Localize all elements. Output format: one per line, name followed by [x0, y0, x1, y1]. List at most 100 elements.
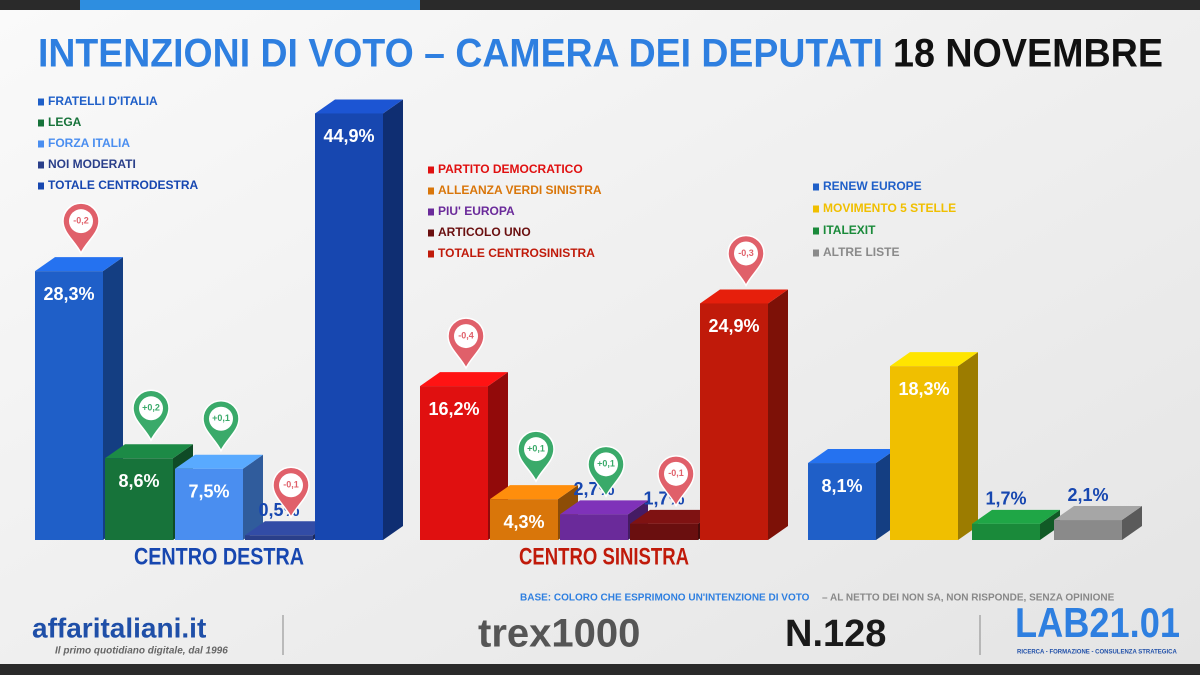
change-pin-inner — [594, 452, 618, 477]
bar-side — [958, 352, 978, 540]
change-label: +0,1 — [212, 413, 230, 423]
legend-swatch — [428, 166, 434, 174]
value-label: 16,2% — [428, 399, 479, 419]
legend-label: PIU' EUROPA — [438, 204, 515, 218]
change-label: -0,3 — [738, 248, 754, 258]
change-label: +0,1 — [597, 459, 615, 469]
bar — [808, 463, 876, 540]
bar — [245, 535, 313, 540]
chart-title: INTENZIONI DI VOTO – CAMERA DEI DEPUTATI — [38, 32, 883, 76]
bar-top — [972, 509, 1060, 524]
bar-side — [1040, 509, 1060, 540]
change-label: -0,2 — [73, 216, 89, 226]
legend-swatch — [428, 208, 434, 216]
legend-swatch — [38, 98, 44, 106]
legend-swatch — [38, 140, 44, 148]
bar — [630, 523, 698, 540]
bar-top — [315, 99, 403, 114]
bar-top — [1054, 506, 1142, 521]
legend-swatch — [813, 205, 819, 213]
change-label: -0,4 — [458, 330, 474, 340]
base-note: BASE: COLORO CHE ESPRIMONO UN'INTENZIONE… — [520, 593, 810, 604]
group-label: CENTRO DESTRA — [134, 543, 304, 570]
bar-side — [383, 99, 403, 540]
value-label: 2,1% — [1067, 485, 1108, 505]
value-label: 8,1% — [821, 476, 862, 496]
legend-label: FORZA ITALIA — [48, 136, 130, 150]
bar-side — [1122, 506, 1142, 540]
change-label: -0,1 — [283, 480, 299, 490]
change-pin-inner — [524, 437, 548, 462]
bar — [890, 366, 958, 540]
bar-top — [175, 454, 263, 469]
legend-swatch — [428, 187, 434, 195]
legend-swatch — [813, 227, 819, 235]
bar-top — [35, 257, 123, 272]
bar-top — [560, 500, 648, 515]
legend-label: ITALEXIT — [823, 223, 876, 237]
change-label: -0,1 — [668, 468, 684, 478]
legend-swatch — [813, 249, 819, 257]
issue-number: N.128 — [785, 613, 886, 655]
legend-label: LEGA — [48, 115, 82, 129]
value-label: 28,3% — [43, 284, 94, 304]
value-label: 7,5% — [188, 482, 229, 502]
bar-top — [105, 444, 193, 459]
legend-label: MOVIMENTO 5 STELLE — [823, 201, 956, 215]
legend-label: ALLEANZA VERDI SINISTRA — [438, 183, 602, 197]
bar — [972, 523, 1040, 540]
lab-tagline: RICERCA - FORMAZIONE - CONSULENZA STRATE… — [1017, 650, 1177, 656]
bar-top — [630, 509, 718, 524]
bar — [700, 303, 768, 540]
lab-logo: LAB21.01 — [1015, 599, 1180, 646]
legend-label: PARTITO DEMOCRATICO — [438, 162, 583, 176]
bar — [35, 271, 103, 540]
top-accent — [80, 0, 420, 10]
bar — [315, 113, 383, 540]
value-label: 8,6% — [118, 471, 159, 491]
legend-swatch — [428, 250, 434, 258]
bar — [1054, 520, 1122, 540]
change-pin-inner — [454, 324, 478, 349]
bar-top — [808, 449, 896, 464]
legend-label: FRATELLI D'ITALIA — [48, 94, 158, 108]
change-pin-inner — [734, 241, 758, 266]
change-label: +0,1 — [527, 444, 545, 454]
legend-label: RENEW EUROPE — [823, 179, 922, 193]
legend-label: NOI MODERATI — [48, 157, 136, 171]
change-label: +0,2 — [142, 403, 160, 413]
bar — [175, 468, 243, 540]
bar — [420, 386, 488, 540]
legend-swatch — [38, 161, 44, 169]
group-label: CENTRO SINISTRA — [519, 543, 689, 570]
change-pin-inner — [69, 209, 93, 234]
bar — [560, 514, 628, 540]
change-pin-inner — [139, 396, 163, 421]
bar-top — [420, 372, 508, 387]
legend-label: ARTICOLO UNO — [438, 225, 531, 239]
legend-label: ALTRE LISTE — [823, 245, 899, 259]
value-label: 4,3% — [503, 512, 544, 532]
bar-top — [700, 289, 788, 304]
bar — [105, 458, 173, 540]
change-pin-inner — [209, 406, 233, 431]
legend-swatch — [38, 182, 44, 190]
bar-top — [245, 521, 333, 536]
legend-swatch — [38, 119, 44, 127]
bar-side — [243, 454, 263, 540]
bar-top — [890, 352, 978, 367]
brand-tagline: Il primo quotidiano digitale, dal 1996 — [55, 646, 228, 657]
value-label: 24,9% — [708, 316, 759, 336]
top-strip — [0, 0, 1200, 10]
chart-subtitle: 18 NOVEMBRE — [893, 32, 1163, 76]
bar-side — [768, 289, 788, 540]
legend-swatch — [813, 183, 819, 191]
value-label: 18,3% — [898, 379, 949, 399]
bottom-strip — [0, 664, 1200, 675]
value-label: 1,7% — [985, 489, 1026, 509]
bar-top — [490, 485, 578, 500]
legend-label: TOTALE CENTROSINISTRA — [438, 246, 595, 260]
base-note-detail: – AL NETTO DEI NON SA, NON RISPONDE, SEN… — [822, 593, 1115, 604]
